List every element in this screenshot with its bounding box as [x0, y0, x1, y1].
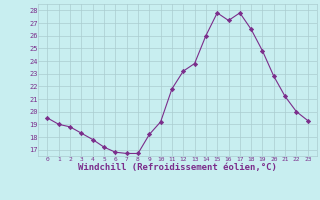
X-axis label: Windchill (Refroidissement éolien,°C): Windchill (Refroidissement éolien,°C)	[78, 163, 277, 172]
